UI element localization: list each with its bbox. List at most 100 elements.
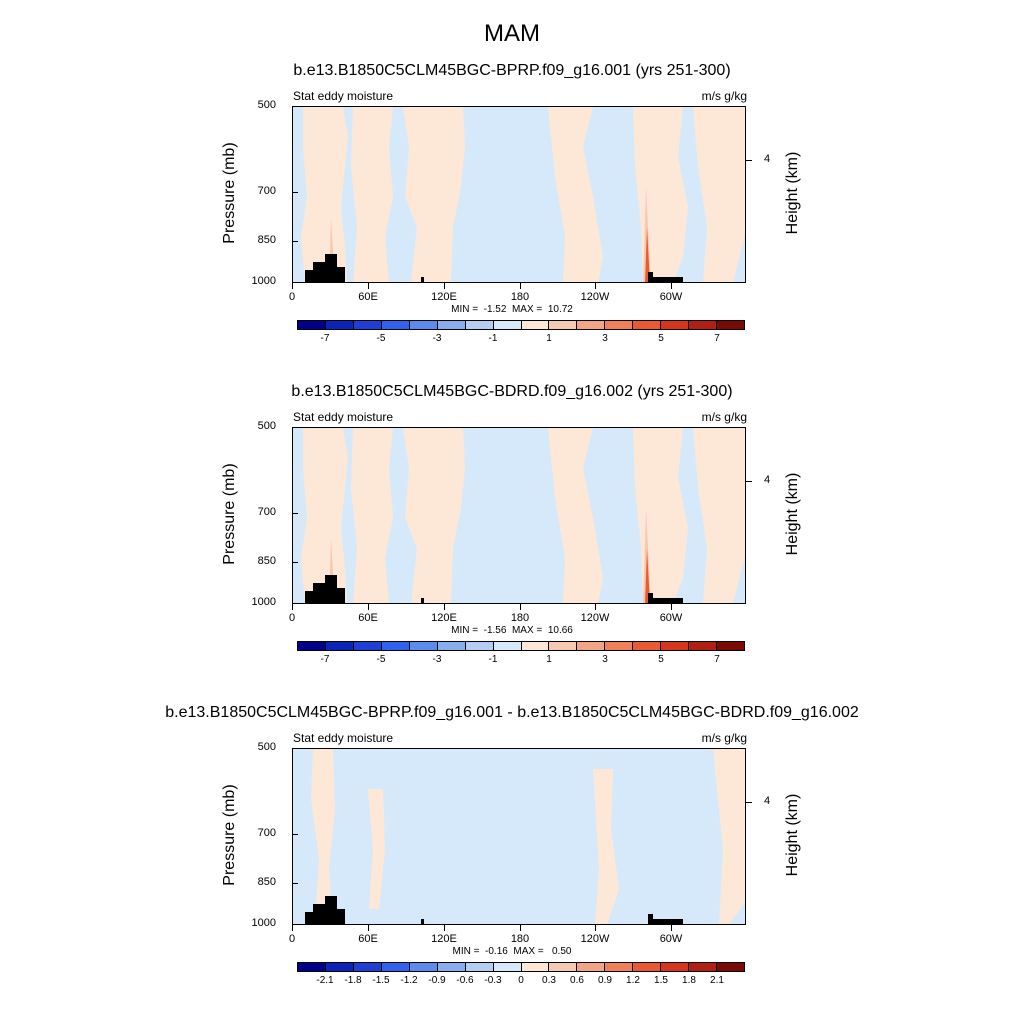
topography-block-2 [313,262,325,282]
x-tick-label: 60E [358,612,378,624]
topography-block-2 [313,583,325,603]
colorbar-label: -1 [488,333,498,344]
x-tick-mark [292,604,293,610]
colorbar-label: 0.6 [570,975,584,986]
colorbar-swatch [437,963,466,971]
colorbar-label: 3 [602,654,608,665]
colorbar-swatch [633,642,662,650]
x-tick-label: 0 [288,291,296,303]
y-tick-label: 850 [257,234,276,246]
topography-block-7 [653,598,683,603]
topography-block-7 [653,919,683,924]
left-string: Stat eddy moisture [293,410,394,424]
y-tick-label: 1000 [251,917,276,929]
min-max-stats: MIN = -1.56 MAX = 10.66 [451,625,573,636]
colorbar-label: 2.1 [710,975,724,986]
colorbar-label: -7 [320,333,330,344]
colorbar-label: 1.2 [626,975,640,986]
topography-block-2 [313,904,325,924]
warm-contour-3 [593,769,619,924]
colorbar-label: 5 [658,333,664,344]
left-string: Stat eddy moisture [293,731,394,745]
topography-block-6 [648,914,653,924]
topography-block-1 [305,591,313,603]
right-axis-label: Height (km) [784,793,801,877]
topography-block-3 [325,575,337,603]
x-tick-mark [444,925,445,931]
min-max-stats: MIN = -1.52 MAX = 10.72 [451,304,573,315]
colorbar-swatch [493,321,522,329]
colorbar-swatch [381,963,410,971]
colorbar-swatch [409,963,438,971]
colorbar-label: -0.9 [428,975,446,986]
warm-contour-6 [693,107,745,282]
colorbar-label: -0.3 [484,975,502,986]
colorbar-swatch [605,642,634,650]
contour-field [301,428,745,603]
x-tick-label: 120W [580,291,610,303]
warm-contour-2 [351,428,393,603]
y-tick-mark [292,748,298,749]
x-tick-label: 60W [659,612,683,624]
y-tick-label: 850 [257,555,276,567]
colorbar-swatch [409,321,438,329]
panel-title: b.e13.B1850C5CLM45BGC-BDRD.f09_g16.002 (… [291,383,733,400]
topography-block-5 [421,598,424,603]
colorbar-swatch [605,963,634,971]
colorbar-label: 7 [714,654,720,665]
colorbar-swatch [549,963,578,971]
colorbar-label: 1.5 [654,975,668,986]
warm-contour-5 [633,107,688,282]
colorbar-swatch [521,642,550,650]
x-tick-mark [292,283,293,289]
x-tick-label: 0 [288,612,296,624]
y-tick-label: 700 [257,185,276,197]
right-tick-label: 4 [764,153,771,165]
warm-contour-1 [301,107,348,282]
colorbar [297,320,745,330]
plot-area [292,748,746,925]
topography-block-4 [337,909,345,924]
colorbar-swatch [577,963,606,971]
y-tick-label: 500 [257,420,276,432]
colorbar-label: -1.5 [372,975,390,986]
colorbar-label: 1 [546,654,552,665]
panel-2: b.e13.B1850C5CLM45BGC-BDRD.f09_g16.002 (… [0,383,1024,704]
warm-contour-2 [368,789,385,909]
y-tick-mark [292,241,298,242]
colorbar-swatch [661,963,690,971]
colorbar-swatch [717,642,744,650]
y-tick-mark [292,834,298,835]
y-tick-label: 500 [257,741,276,753]
colorbar-label: 5 [658,654,664,665]
y-axis-label: Pressure (mb) [221,784,238,886]
colorbar-label: 3 [602,333,608,344]
y-tick-mark [292,106,298,107]
colorbar-swatch [633,321,662,329]
colorbar-label: -0.6 [456,975,474,986]
colorbar-swatch [465,321,494,329]
topography-block-1 [305,270,313,282]
warm-contour-3 [403,428,465,603]
colorbar-swatch [465,642,494,650]
right-tick-label: 4 [764,474,771,486]
contour-field [301,107,745,282]
x-tick-label: 60E [358,933,378,945]
topography-block-6 [648,593,653,603]
colorbar-label: -3 [432,654,442,665]
colorbar-swatch [577,642,606,650]
colorbar [297,641,745,651]
y-tick-label: 1000 [251,275,276,287]
x-tick-mark [595,283,596,289]
min-max-stats: MIN = -0.16 MAX = 0.50 [452,946,572,957]
x-tick-mark [368,283,369,289]
colorbar-label: 0 [518,975,524,986]
topography-block-6 [648,272,653,282]
colorbar-label: -3 [432,333,442,344]
x-tick-mark [595,925,596,931]
topography-block-5 [421,277,424,282]
topography-block-5 [421,919,424,924]
colorbar-swatch [465,963,494,971]
colorbar-swatch [689,642,718,650]
y-tick-label: 700 [257,506,276,518]
